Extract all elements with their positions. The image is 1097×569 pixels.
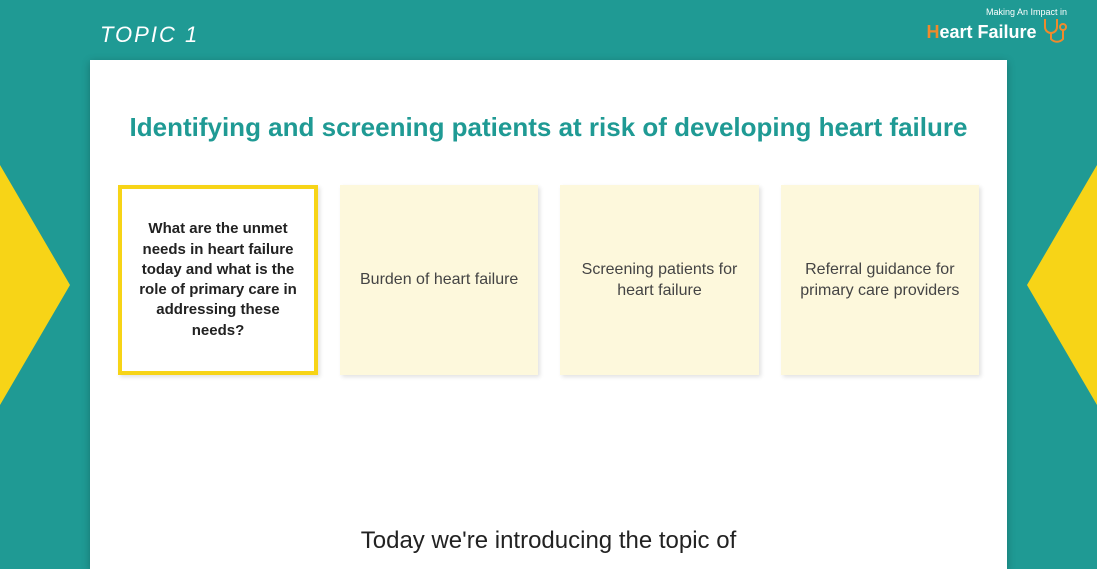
brand-tagline: Making An Impact in xyxy=(927,8,1068,17)
stethoscope-icon xyxy=(1041,25,1067,42)
brand-title-rest: eart Failure xyxy=(940,22,1037,42)
brand-title: Heart Failure xyxy=(927,23,1037,41)
slide-title: Identifying and screening patients at ri… xyxy=(118,110,979,145)
presentation-stage: TOPIC 1 Making An Impact in Heart Failur… xyxy=(0,0,1097,569)
slide-panel: Identifying and screening patients at ri… xyxy=(90,60,1007,569)
card-screening[interactable]: Screening patients for heart failure xyxy=(560,185,758,375)
brand-title-accent: H xyxy=(927,22,940,42)
card-row: What are the unmet needs in heart failur… xyxy=(118,185,979,375)
topic-label: TOPIC 1 xyxy=(100,22,199,48)
card-unmet-needs[interactable]: What are the unmet needs in heart failur… xyxy=(118,185,318,375)
brand-logo: Making An Impact in Heart Failure xyxy=(927,8,1068,51)
decor-chevron-left xyxy=(0,165,70,405)
subtitle-caption: Today we're introducing the topic of xyxy=(90,527,1007,555)
decor-chevron-right xyxy=(1027,165,1097,405)
card-referral[interactable]: Referral guidance for primary care provi… xyxy=(781,185,979,375)
card-burden[interactable]: Burden of heart failure xyxy=(340,185,538,375)
